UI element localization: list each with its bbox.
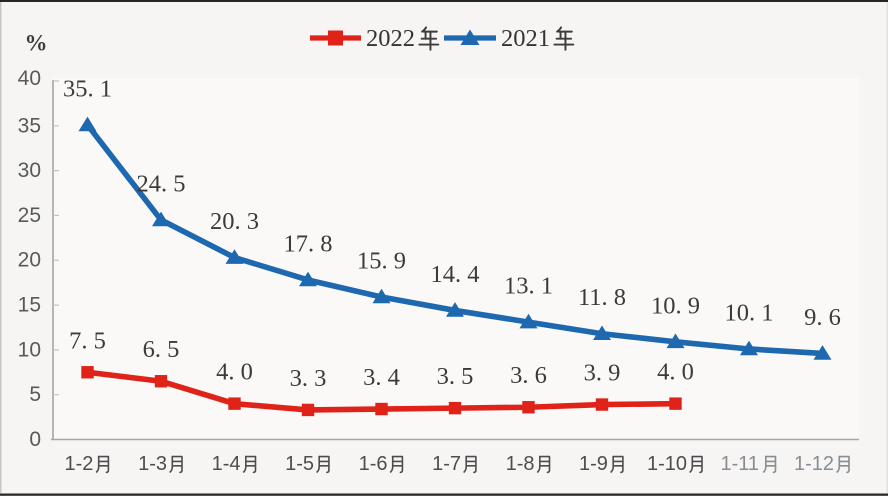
- svg-text:5: 5: [29, 383, 41, 406]
- svg-text:9. 6: 9. 6: [804, 304, 841, 331]
- svg-text:15. 9: 15. 9: [357, 248, 406, 275]
- svg-text:25: 25: [18, 204, 41, 227]
- svg-text:2021: 2021: [501, 25, 550, 52]
- svg-text:7. 5: 7. 5: [69, 327, 106, 354]
- svg-text:35: 35: [18, 114, 41, 137]
- svg-text:24. 5: 24. 5: [137, 170, 186, 197]
- svg-text:13. 1: 13. 1: [504, 273, 553, 300]
- svg-text:10. 9: 10. 9: [651, 292, 700, 319]
- svg-text:3. 5: 3. 5: [437, 363, 474, 390]
- svg-text:3. 4: 3. 4: [363, 364, 400, 391]
- svg-text:1-12: 1-12: [794, 453, 834, 475]
- svg-text:6. 5: 6. 5: [143, 336, 180, 363]
- svg-text:1-3: 1-3: [138, 453, 167, 475]
- svg-text:30: 30: [18, 159, 41, 182]
- svg-text:20. 3: 20. 3: [210, 208, 259, 235]
- svg-text:1-11: 1-11: [721, 453, 760, 475]
- svg-text:14. 4: 14. 4: [431, 261, 480, 288]
- svg-text:1-10: 1-10: [647, 453, 687, 475]
- svg-text:1-4: 1-4: [212, 453, 241, 475]
- svg-text:20: 20: [18, 249, 41, 272]
- svg-text:10. 1: 10. 1: [725, 299, 774, 326]
- svg-text:3. 6: 3. 6: [510, 362, 547, 389]
- svg-text:2022: 2022: [366, 25, 415, 52]
- svg-text:%: %: [25, 31, 48, 56]
- svg-text:3. 3: 3. 3: [290, 365, 327, 392]
- svg-text:1-8: 1-8: [506, 453, 535, 475]
- svg-text:40: 40: [18, 67, 41, 90]
- svg-text:4. 0: 4. 0: [657, 359, 694, 386]
- svg-text:17. 8: 17. 8: [284, 230, 333, 257]
- svg-text:35. 1: 35. 1: [63, 75, 112, 102]
- svg-text:10: 10: [18, 338, 41, 361]
- svg-text:4. 0: 4. 0: [216, 359, 253, 386]
- svg-text:1-5: 1-5: [285, 453, 314, 475]
- svg-text:3. 9: 3. 9: [584, 360, 621, 387]
- svg-text:1-2: 1-2: [65, 453, 94, 475]
- svg-text:0: 0: [29, 428, 41, 451]
- svg-text:1-7: 1-7: [432, 453, 461, 475]
- svg-text:1-9: 1-9: [579, 453, 608, 475]
- svg-text:11. 8: 11. 8: [578, 284, 626, 311]
- svg-text:1-6: 1-6: [359, 453, 388, 475]
- svg-text:15: 15: [18, 294, 41, 317]
